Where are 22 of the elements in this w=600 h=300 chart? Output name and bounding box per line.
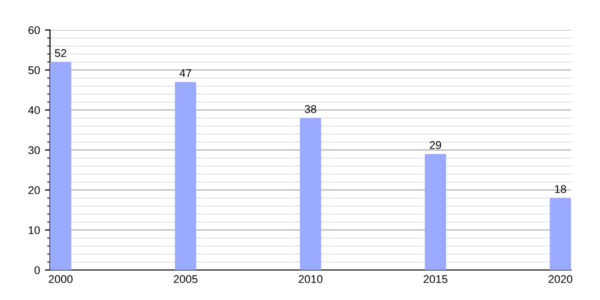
x-tick-label: 2005 [174,275,198,284]
x-tick-label: 2010 [298,275,322,284]
data-label: 29 [430,141,442,150]
bar [424,154,446,270]
y-tick-label: 40 [28,106,40,114]
bar [550,198,571,270]
y-tick-label: 50 [28,66,40,74]
y-tick-label: 0 [34,266,40,274]
data-label: 38 [304,105,316,114]
y-tick-label: 60 [28,26,40,34]
x-tick-label: 2000 [48,275,73,284]
data-label: 52 [54,49,66,58]
data-label: 18 [555,185,566,194]
y-tick-label: 10 [28,226,40,234]
y-tick-label: 30 [28,146,40,154]
bar [174,82,196,270]
data-label: 47 [180,69,192,77]
bar [50,62,72,270]
x-tick-label: 2020 [548,275,572,284]
bar [300,118,322,270]
y-tick-label: 20 [28,186,40,194]
x-tick-label: 2015 [424,275,448,284]
